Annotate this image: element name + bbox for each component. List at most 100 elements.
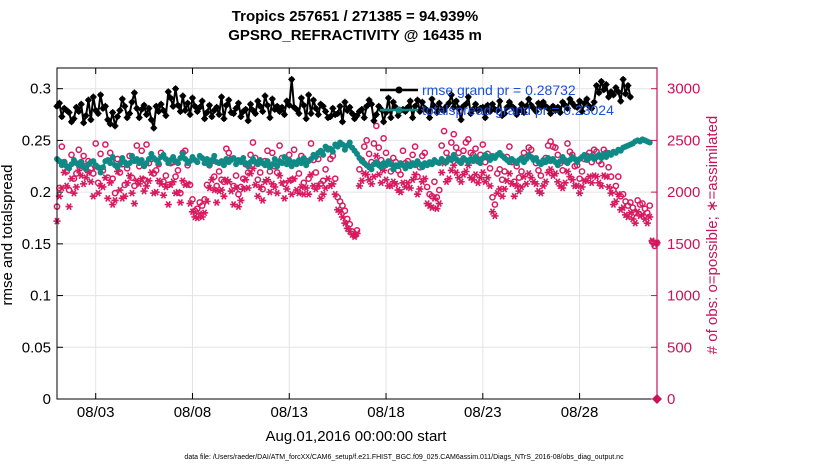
rmse-point	[251, 110, 259, 117]
possible-point	[68, 151, 75, 159]
rmse-point	[581, 99, 588, 107]
rmse-point	[445, 99, 453, 107]
assimilated-point	[138, 175, 146, 183]
rmse-point	[160, 107, 167, 114]
rmse-point	[80, 119, 88, 127]
possible-point	[435, 186, 443, 194]
assimilated-point	[302, 184, 310, 192]
rmse-point	[353, 112, 361, 119]
rmse-point	[334, 110, 342, 117]
totalspread-point	[83, 166, 90, 173]
assimilated-point	[290, 175, 298, 183]
possible-point	[331, 175, 339, 183]
assimilated-point	[147, 168, 155, 176]
assimilated-point	[65, 203, 73, 211]
possible-point	[605, 163, 612, 171]
possible-point	[276, 142, 283, 149]
assimilated-point	[60, 168, 68, 176]
assimilated-point	[578, 183, 586, 191]
rmse-point	[326, 113, 334, 121]
y-right-tick-label: 0	[667, 391, 675, 408]
possible-point	[598, 160, 605, 168]
rmse-point	[215, 111, 223, 118]
assimilated-point	[259, 196, 267, 204]
rmse-point	[150, 124, 158, 132]
assimilated-point	[184, 180, 192, 188]
rmse-point	[162, 112, 170, 119]
rmse-point	[358, 105, 366, 113]
possible-point	[380, 134, 387, 142]
rmse-point	[431, 102, 438, 110]
assimilated-point	[416, 185, 424, 193]
rmse-point	[426, 114, 433, 122]
rmse-point	[624, 82, 632, 89]
rmse-point	[65, 109, 73, 116]
totalspread-point	[458, 160, 465, 167]
rmse-point	[329, 104, 337, 112]
rmse-point	[619, 75, 627, 83]
possible-point	[450, 130, 458, 138]
assimilated-point	[116, 186, 124, 194]
assimilated-point	[314, 182, 322, 190]
rmse-point	[489, 100, 496, 108]
x-tick-label: 08/13	[270, 404, 308, 421]
possible-point	[102, 141, 109, 148]
rmse-point	[467, 110, 475, 117]
legend-entry-rmse: rmse grand pr = 0.28732	[380, 82, 576, 98]
totalspread-point	[138, 157, 145, 164]
rmse-point	[510, 104, 518, 112]
rmse-point	[423, 107, 431, 114]
rmse-point	[409, 114, 417, 122]
totalspread-point	[95, 164, 102, 171]
totalspread-point	[204, 156, 210, 163]
assimilated-point	[200, 209, 209, 217]
assimilated-point	[227, 187, 235, 195]
totalspread-point	[269, 161, 276, 168]
assimilated-point	[500, 185, 509, 193]
possible-point	[397, 171, 404, 178]
rmse-point	[544, 104, 552, 112]
y-right-tick-label: 2500	[667, 132, 700, 149]
rmse-point	[583, 95, 591, 103]
assimilated-point	[353, 230, 361, 237]
assimilated-point	[72, 183, 80, 191]
totalspread-point	[274, 163, 281, 170]
rmse-point	[452, 97, 460, 105]
totalspread-point	[116, 161, 123, 168]
rmse-point	[193, 108, 201, 115]
assimilated-point	[358, 177, 366, 185]
assimilated-point	[505, 170, 514, 178]
possible-point	[65, 186, 73, 194]
legend-label-rmse: rmse grand pr = 0.28732	[422, 82, 576, 98]
assimilated-point	[186, 200, 194, 207]
assimilated-point	[278, 179, 286, 187]
assimilated-point	[605, 183, 613, 191]
assimilated-point	[430, 194, 439, 202]
rmse-point	[232, 104, 240, 112]
legend-label-totalspread: totalspread grand pr = 0.23024	[422, 102, 614, 118]
assimilated-point	[554, 178, 562, 186]
possible-point	[346, 220, 354, 228]
rmse-point	[230, 110, 238, 117]
x-tick-label: 08/08	[174, 404, 212, 421]
possible-point	[249, 139, 257, 146]
assimilated-point	[445, 175, 453, 183]
possible-point	[290, 146, 298, 154]
assimilated-point	[382, 176, 390, 184]
assimilated-point	[355, 182, 364, 190]
possible-point	[254, 176, 262, 184]
x-tick-label: 08/23	[464, 404, 502, 421]
rmse-point	[573, 103, 581, 111]
possible-point	[486, 164, 494, 172]
assimilated-point	[63, 182, 71, 190]
rmse-point	[387, 114, 395, 122]
possible-point	[646, 202, 654, 209]
y-right-tick-label: 1000	[667, 288, 700, 305]
y-left-tick-label: 0.25	[22, 132, 51, 149]
rmse-point	[237, 113, 245, 121]
rmse-point	[464, 93, 472, 101]
assimilated-point	[626, 209, 634, 217]
rmse-point	[368, 100, 375, 108]
rmse-point	[532, 108, 540, 115]
possible-point	[232, 172, 240, 179]
